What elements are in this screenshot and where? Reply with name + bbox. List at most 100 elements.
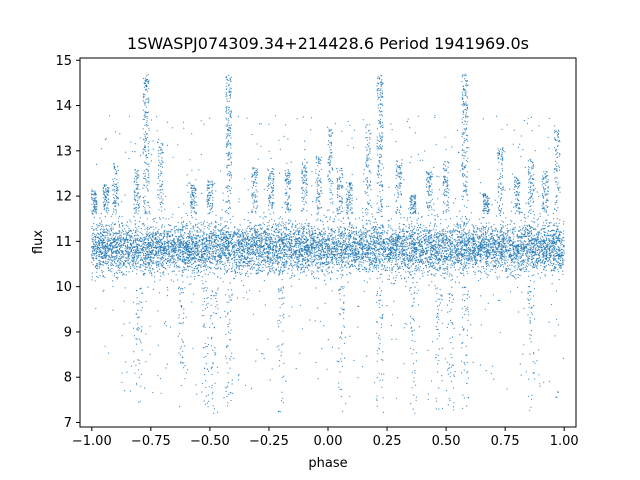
data-point (499, 265, 502, 267)
data-point (369, 223, 371, 225)
data-point (91, 254, 93, 256)
data-point (547, 257, 549, 259)
data-point (141, 264, 143, 266)
data-point (438, 258, 440, 260)
data-point (462, 237, 464, 239)
data-point (475, 245, 477, 248)
data-point (322, 221, 324, 223)
data-point (287, 256, 289, 258)
data-point (281, 258, 284, 260)
data-point (275, 256, 277, 259)
data-point (562, 273, 564, 276)
data-point (327, 268, 329, 270)
data-point (162, 265, 164, 267)
data-point (501, 258, 503, 260)
data-point (354, 231, 356, 233)
data-point (521, 246, 523, 249)
data-point (95, 258, 97, 260)
data-point (338, 243, 340, 245)
data-point (284, 224, 286, 226)
data-point (106, 252, 109, 254)
data-point (199, 271, 201, 273)
data-point (507, 259, 509, 261)
data-point (178, 238, 180, 240)
data-point (186, 261, 188, 263)
data-point (533, 265, 535, 267)
data-point (99, 247, 101, 250)
data-point (306, 265, 308, 267)
data-point (256, 249, 258, 251)
data-point (416, 281, 418, 283)
data-point (218, 252, 220, 254)
data-point (112, 264, 114, 266)
data-point (110, 257, 112, 259)
data-point (522, 226, 525, 229)
data-point (238, 248, 240, 251)
data-point (428, 237, 430, 240)
data-point (103, 254, 105, 256)
data-point (267, 260, 269, 263)
data-point (151, 256, 153, 259)
data-point (233, 269, 235, 271)
data-point (170, 224, 172, 226)
data-point (255, 248, 257, 250)
data-point (164, 232, 166, 234)
data-point (382, 254, 384, 257)
data-point (498, 247, 500, 249)
data-point (496, 247, 498, 249)
data-point (91, 228, 93, 230)
data-point (303, 242, 306, 244)
data-point (482, 248, 484, 250)
data-point (490, 238, 492, 240)
data-point (168, 247, 170, 249)
data-point (529, 255, 531, 257)
data-point (200, 249, 202, 251)
data-point (215, 268, 217, 270)
data-point (483, 217, 485, 219)
data-point (169, 266, 171, 268)
data-point (285, 229, 287, 231)
data-point (253, 238, 255, 240)
data-point (159, 238, 161, 240)
data-point (276, 240, 278, 242)
data-point (204, 273, 206, 275)
data-point (476, 230, 478, 232)
data-point (339, 243, 341, 245)
data-point (406, 217, 409, 219)
data-point (504, 238, 506, 240)
data-point (96, 250, 98, 253)
data-point (423, 271, 425, 273)
data-point (558, 266, 561, 268)
data-point (408, 263, 410, 265)
data-point (107, 246, 109, 248)
data-point (514, 227, 516, 229)
data-point (461, 235, 463, 237)
data-point (259, 252, 261, 254)
data-point (115, 245, 117, 247)
data-point (209, 271, 211, 273)
data-point (248, 264, 250, 267)
data-point (525, 270, 527, 272)
data-point (266, 228, 268, 230)
data-point (208, 266, 210, 268)
data-point (103, 248, 105, 250)
data-point (295, 242, 298, 244)
data-point (373, 232, 375, 234)
data-point (367, 254, 369, 256)
data-point (470, 260, 472, 262)
data-point (351, 259, 353, 261)
data-point (490, 268, 492, 271)
data-point (523, 216, 526, 218)
data-point (345, 253, 347, 255)
data-point (428, 242, 430, 244)
data-point (452, 264, 454, 266)
data-point (549, 258, 551, 260)
data-point (94, 241, 97, 243)
data-point (434, 258, 437, 261)
data-point (451, 241, 453, 243)
data-point (346, 260, 348, 262)
data-point (236, 259, 238, 261)
data-point (519, 275, 521, 277)
data-point (396, 234, 398, 236)
data-point (260, 250, 262, 253)
